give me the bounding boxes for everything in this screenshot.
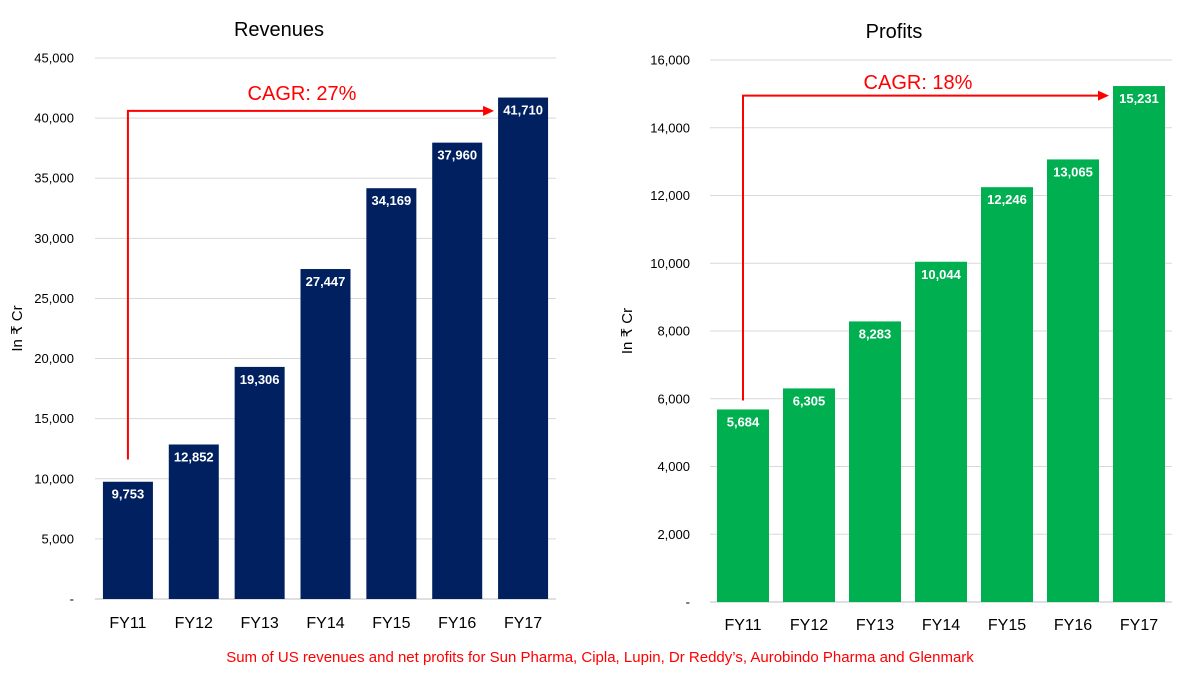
profits-cagr-label: CAGR: 18% bbox=[864, 72, 973, 94]
profits-data-label: 6,305 bbox=[793, 393, 826, 408]
profits-ytick-label: 4,000 bbox=[657, 459, 690, 474]
revenues-category-label: FY17 bbox=[504, 615, 542, 632]
profits-data-label: 5,684 bbox=[727, 414, 760, 429]
profits-category-label: FY12 bbox=[790, 617, 828, 634]
revenues-bar bbox=[234, 366, 285, 599]
revenues-category-label: FY11 bbox=[109, 615, 146, 632]
revenues-bar bbox=[300, 269, 351, 599]
revenues-bar bbox=[498, 97, 549, 600]
profits-data-label: 10,044 bbox=[921, 267, 962, 282]
revenues-bar bbox=[366, 188, 417, 599]
profits-ytick-label: 6,000 bbox=[657, 391, 690, 406]
revenues-ytick-label: - bbox=[70, 592, 74, 607]
revenues-bar bbox=[168, 444, 219, 599]
profits-ytick-label: 10,000 bbox=[650, 256, 690, 271]
revenues-data-label: 12,852 bbox=[174, 449, 214, 464]
profits-cagr-arrow-line bbox=[742, 94, 1099, 401]
profits-y-axis-label: In ₹ Cr bbox=[619, 308, 636, 354]
profits-ytick-label: 12,000 bbox=[650, 188, 690, 203]
revenues-data-label: 34,169 bbox=[371, 193, 411, 208]
profits-bar bbox=[981, 187, 1033, 602]
profits-bar bbox=[915, 261, 967, 602]
profits-cagr-arrowhead bbox=[1098, 90, 1109, 101]
revenues-bar bbox=[102, 481, 153, 599]
revenues-bar bbox=[432, 142, 483, 599]
profits-data-label: 8,283 bbox=[859, 326, 892, 341]
profits-chart-title: Profits bbox=[866, 21, 923, 43]
revenues-y-axis-label: In ₹ Cr bbox=[9, 305, 26, 351]
profits-ytick-label: 8,000 bbox=[657, 324, 690, 339]
profits-bar bbox=[1047, 159, 1099, 602]
profits-chart: - 2,000 4,000 6,000 8,000 10,000 12,000 14,000 1… bbox=[619, 21, 1172, 634]
revenues-chart-title: Revenues bbox=[234, 19, 324, 41]
profits-category-label: FY13 bbox=[856, 617, 894, 634]
revenues-category-label: FY15 bbox=[372, 615, 410, 632]
revenues-category-label: FY14 bbox=[306, 615, 344, 632]
revenues-category-label: FY16 bbox=[438, 615, 476, 632]
revenues-data-label: 41,710 bbox=[503, 103, 543, 118]
profits-category-label: FY11 bbox=[724, 617, 761, 634]
profits-category-label: FY14 bbox=[922, 617, 960, 634]
profits-category-label: FY16 bbox=[1054, 617, 1092, 634]
profits-data-label: 13,065 bbox=[1053, 164, 1093, 179]
profits-ytick-label: 2,000 bbox=[657, 527, 690, 542]
revenues-data-label: 19,306 bbox=[240, 372, 280, 387]
revenues-ytick-label: 25,000 bbox=[34, 291, 74, 306]
profits-bar bbox=[717, 409, 769, 602]
revenues-data-label: 9,753 bbox=[112, 487, 145, 502]
profits-bar bbox=[849, 321, 901, 602]
revenues-cagr-arrowhead bbox=[483, 105, 495, 116]
revenues-ytick-label: 20,000 bbox=[34, 351, 74, 366]
revenues-category-label: FY13 bbox=[241, 615, 279, 632]
revenues-chart: - 5,000 10,000 15,000 20,000 25,000 30,000 35,0… bbox=[9, 19, 556, 632]
revenues-ytick-label: 40,000 bbox=[34, 111, 74, 126]
revenues-ytick-label: 15,000 bbox=[34, 411, 74, 426]
revenues-ytick-label: 5,000 bbox=[41, 531, 74, 546]
footnote: Sum of US revenues and net profits for S… bbox=[226, 649, 974, 666]
revenues-category-label: FY12 bbox=[175, 615, 213, 632]
revenues-ytick-label: 45,000 bbox=[34, 51, 74, 66]
profits-ytick-label: 14,000 bbox=[650, 120, 690, 135]
revenues-data-label: 27,447 bbox=[306, 274, 346, 289]
profits-data-label: 15,231 bbox=[1119, 91, 1159, 106]
revenues-cagr-label: CAGR: 27% bbox=[248, 83, 357, 105]
revenues-ytick-label: 35,000 bbox=[34, 171, 74, 186]
profits-ytick-label: - bbox=[686, 595, 690, 610]
profits-data-label: 12,246 bbox=[987, 192, 1027, 207]
profits-category-label: FY15 bbox=[988, 617, 1026, 634]
revenues-data-label: 37,960 bbox=[437, 148, 477, 163]
profits-ytick-label: 16,000 bbox=[650, 53, 690, 68]
revenues-cagr-arrow-line bbox=[126, 109, 485, 460]
revenues-ytick-label: 10,000 bbox=[34, 471, 74, 486]
revenues-ytick-label: 30,000 bbox=[34, 231, 74, 246]
profits-bar bbox=[1113, 86, 1165, 603]
profits-category-label: FY17 bbox=[1120, 617, 1158, 634]
profits-bar bbox=[783, 388, 835, 602]
